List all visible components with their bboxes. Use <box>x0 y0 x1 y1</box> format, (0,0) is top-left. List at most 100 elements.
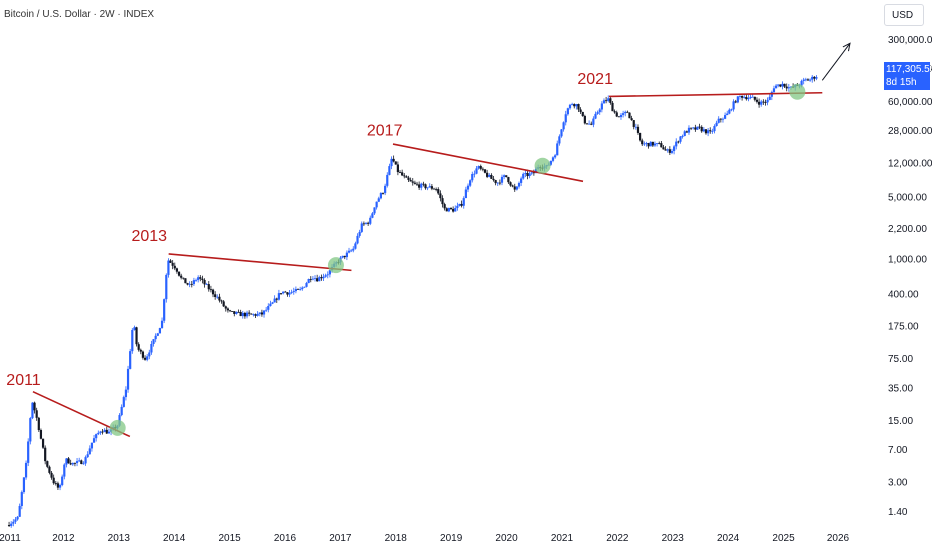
candle-body <box>290 292 293 293</box>
candle-body <box>494 180 497 184</box>
candle-body <box>490 174 493 179</box>
candle-body <box>107 431 111 434</box>
candle-body <box>156 333 159 336</box>
candle-body <box>760 101 763 105</box>
candle-body <box>224 306 227 309</box>
candle-body <box>456 205 459 209</box>
candle-body <box>299 289 302 290</box>
candle-body <box>762 101 765 103</box>
candle-body <box>475 168 478 174</box>
candle-body <box>388 166 391 175</box>
candle-body <box>165 274 168 300</box>
cycle-label: 2011 <box>6 372 41 389</box>
candle-body <box>146 356 149 360</box>
candle-body <box>201 278 204 280</box>
candle-body <box>594 113 597 119</box>
candle-body <box>477 166 480 169</box>
candle-body <box>628 112 631 119</box>
candle-body <box>158 328 162 334</box>
candle-body <box>507 177 510 183</box>
candle-body <box>169 260 172 263</box>
candle-body <box>384 185 387 194</box>
candle-body <box>78 460 81 462</box>
trendline <box>168 253 352 272</box>
candle-body <box>241 312 244 317</box>
price-axis[interactable]: 300,000.00140,000.0060,000.0028,000.0012… <box>888 35 932 518</box>
candle-body <box>186 283 189 285</box>
candle-body <box>713 126 716 132</box>
candle-body <box>220 300 223 302</box>
candle-body <box>63 464 66 477</box>
candle-body <box>99 431 102 433</box>
candle-body <box>530 172 533 174</box>
candle-body <box>18 505 21 517</box>
candle-body <box>632 120 635 127</box>
candle-body <box>443 204 446 209</box>
x-tick-label: 2017 <box>329 533 352 544</box>
candle-body <box>211 289 215 295</box>
candle-body <box>371 213 374 218</box>
candle-body <box>126 368 130 390</box>
candle-body <box>122 397 125 407</box>
candle-body <box>681 135 684 137</box>
cycle-label: 2017 <box>367 123 403 140</box>
candle-body <box>464 189 467 199</box>
candle-body <box>80 460 83 464</box>
candle-body <box>41 438 45 448</box>
y-tick-label: 5,000.00 <box>888 192 927 203</box>
x-tick-label: 2011 <box>0 533 21 544</box>
breakout-circle <box>534 157 551 174</box>
candle-body <box>466 185 470 190</box>
currency-button[interactable]: USD <box>884 4 924 26</box>
candle-body <box>522 173 525 179</box>
candle-body <box>311 278 314 280</box>
candle-body <box>770 92 773 97</box>
time-axis[interactable]: 2011 2012 2013 2014 2015 2016 2017 2018 2019 2020… <box>0 533 850 544</box>
trendline <box>609 91 823 98</box>
candle-body <box>44 447 47 462</box>
candle-body <box>528 173 531 177</box>
last-price-tag: 117,305.55 8d 15h <box>884 62 932 90</box>
candle-body <box>95 434 98 439</box>
candle-body <box>800 80 803 86</box>
candle-body <box>216 296 219 298</box>
candle-body <box>581 111 584 116</box>
candle-body <box>360 223 363 232</box>
candle-body <box>573 104 576 107</box>
candle-body <box>583 115 586 124</box>
candle-body <box>129 351 132 369</box>
candle-body <box>624 111 627 114</box>
symbol-title: Bitcoin / U.S. Dollar · 2W · INDEX <box>4 9 155 20</box>
candle-body <box>658 143 661 144</box>
candle-body <box>509 182 512 186</box>
candle-body <box>309 279 312 280</box>
candle-body <box>46 461 49 467</box>
candle-body <box>418 184 421 188</box>
candle-body <box>97 432 100 435</box>
candle-body <box>605 100 608 102</box>
candle-body <box>804 79 807 81</box>
breakout-highlights <box>109 83 806 436</box>
candle-body <box>492 178 495 181</box>
candle-body <box>411 181 414 183</box>
candle-body <box>764 102 767 103</box>
candle-body <box>120 406 123 416</box>
candle-body <box>562 122 565 130</box>
candle-body <box>188 283 191 285</box>
candle-body <box>320 277 323 279</box>
candle-body <box>345 252 348 258</box>
candle-body <box>316 278 319 282</box>
x-tick-label: 2026 <box>827 533 850 544</box>
y-tick-label: 75.00 <box>888 354 913 365</box>
candle-body <box>617 116 620 118</box>
candle-body <box>50 472 53 478</box>
candle-body <box>71 462 74 465</box>
candle-body <box>481 168 484 170</box>
candlestick-series <box>7 75 818 528</box>
candle-body <box>420 183 423 188</box>
candle-body <box>772 88 776 93</box>
candle-body <box>403 175 406 177</box>
candle-body <box>379 193 382 199</box>
candle-body <box>245 312 249 317</box>
